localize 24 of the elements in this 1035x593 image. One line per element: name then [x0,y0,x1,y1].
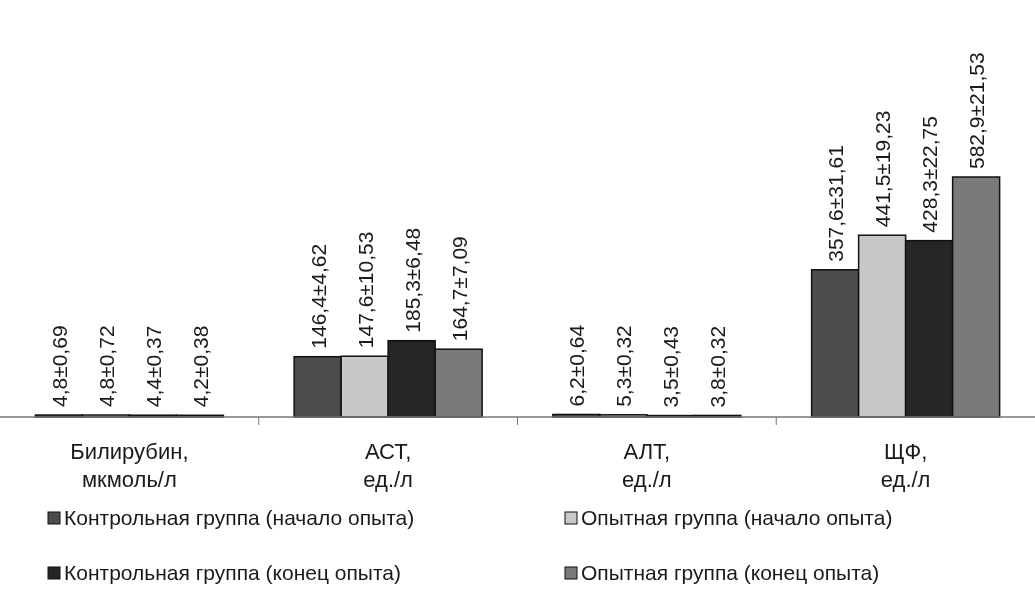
data-label: 4,8±0,69 [47,325,71,408]
x-tick-label: АСТ, ед./л [363,439,413,492]
x-tick-label: АЛТ, ед./л [622,439,672,492]
data-label: 4,4±0,37 [141,325,165,408]
legend-label: Опытная группа (конец опыта) [581,561,880,584]
data-label: 3,8±0,32 [706,325,730,408]
legend-label: Контрольная группа (конец опыта) [64,561,401,584]
data-label: 146,4±4,62 [306,243,330,349]
data-label: 441,5±19,23 [871,110,895,228]
data-label: 5,3±0,32 [612,325,636,407]
x-tick-label: Билирубин, мкмоль/л [70,439,189,492]
data-label: 185,3±6,48 [400,227,424,333]
legend-label: Контрольная группа (начало опыта) [64,506,415,529]
data-label: 3,5±0,43 [659,325,683,408]
data-label: 147,6±10,53 [353,231,377,349]
data-label: 582,9±21,53 [965,52,989,169]
x-tick-label: ЩФ, ед./л [880,439,931,492]
data-label: 6,2±0,64 [565,324,589,407]
data-label: 4,8±0,72 [94,325,118,408]
legend-label: Опытная группа (начало опыта) [581,506,893,529]
data-label: 357,6±31,61 [824,145,848,262]
data-label: 428,3±22,75 [918,116,942,233]
data-label: 4,2±0,38 [188,325,212,408]
data-label: 164,7±7,09 [447,236,471,342]
